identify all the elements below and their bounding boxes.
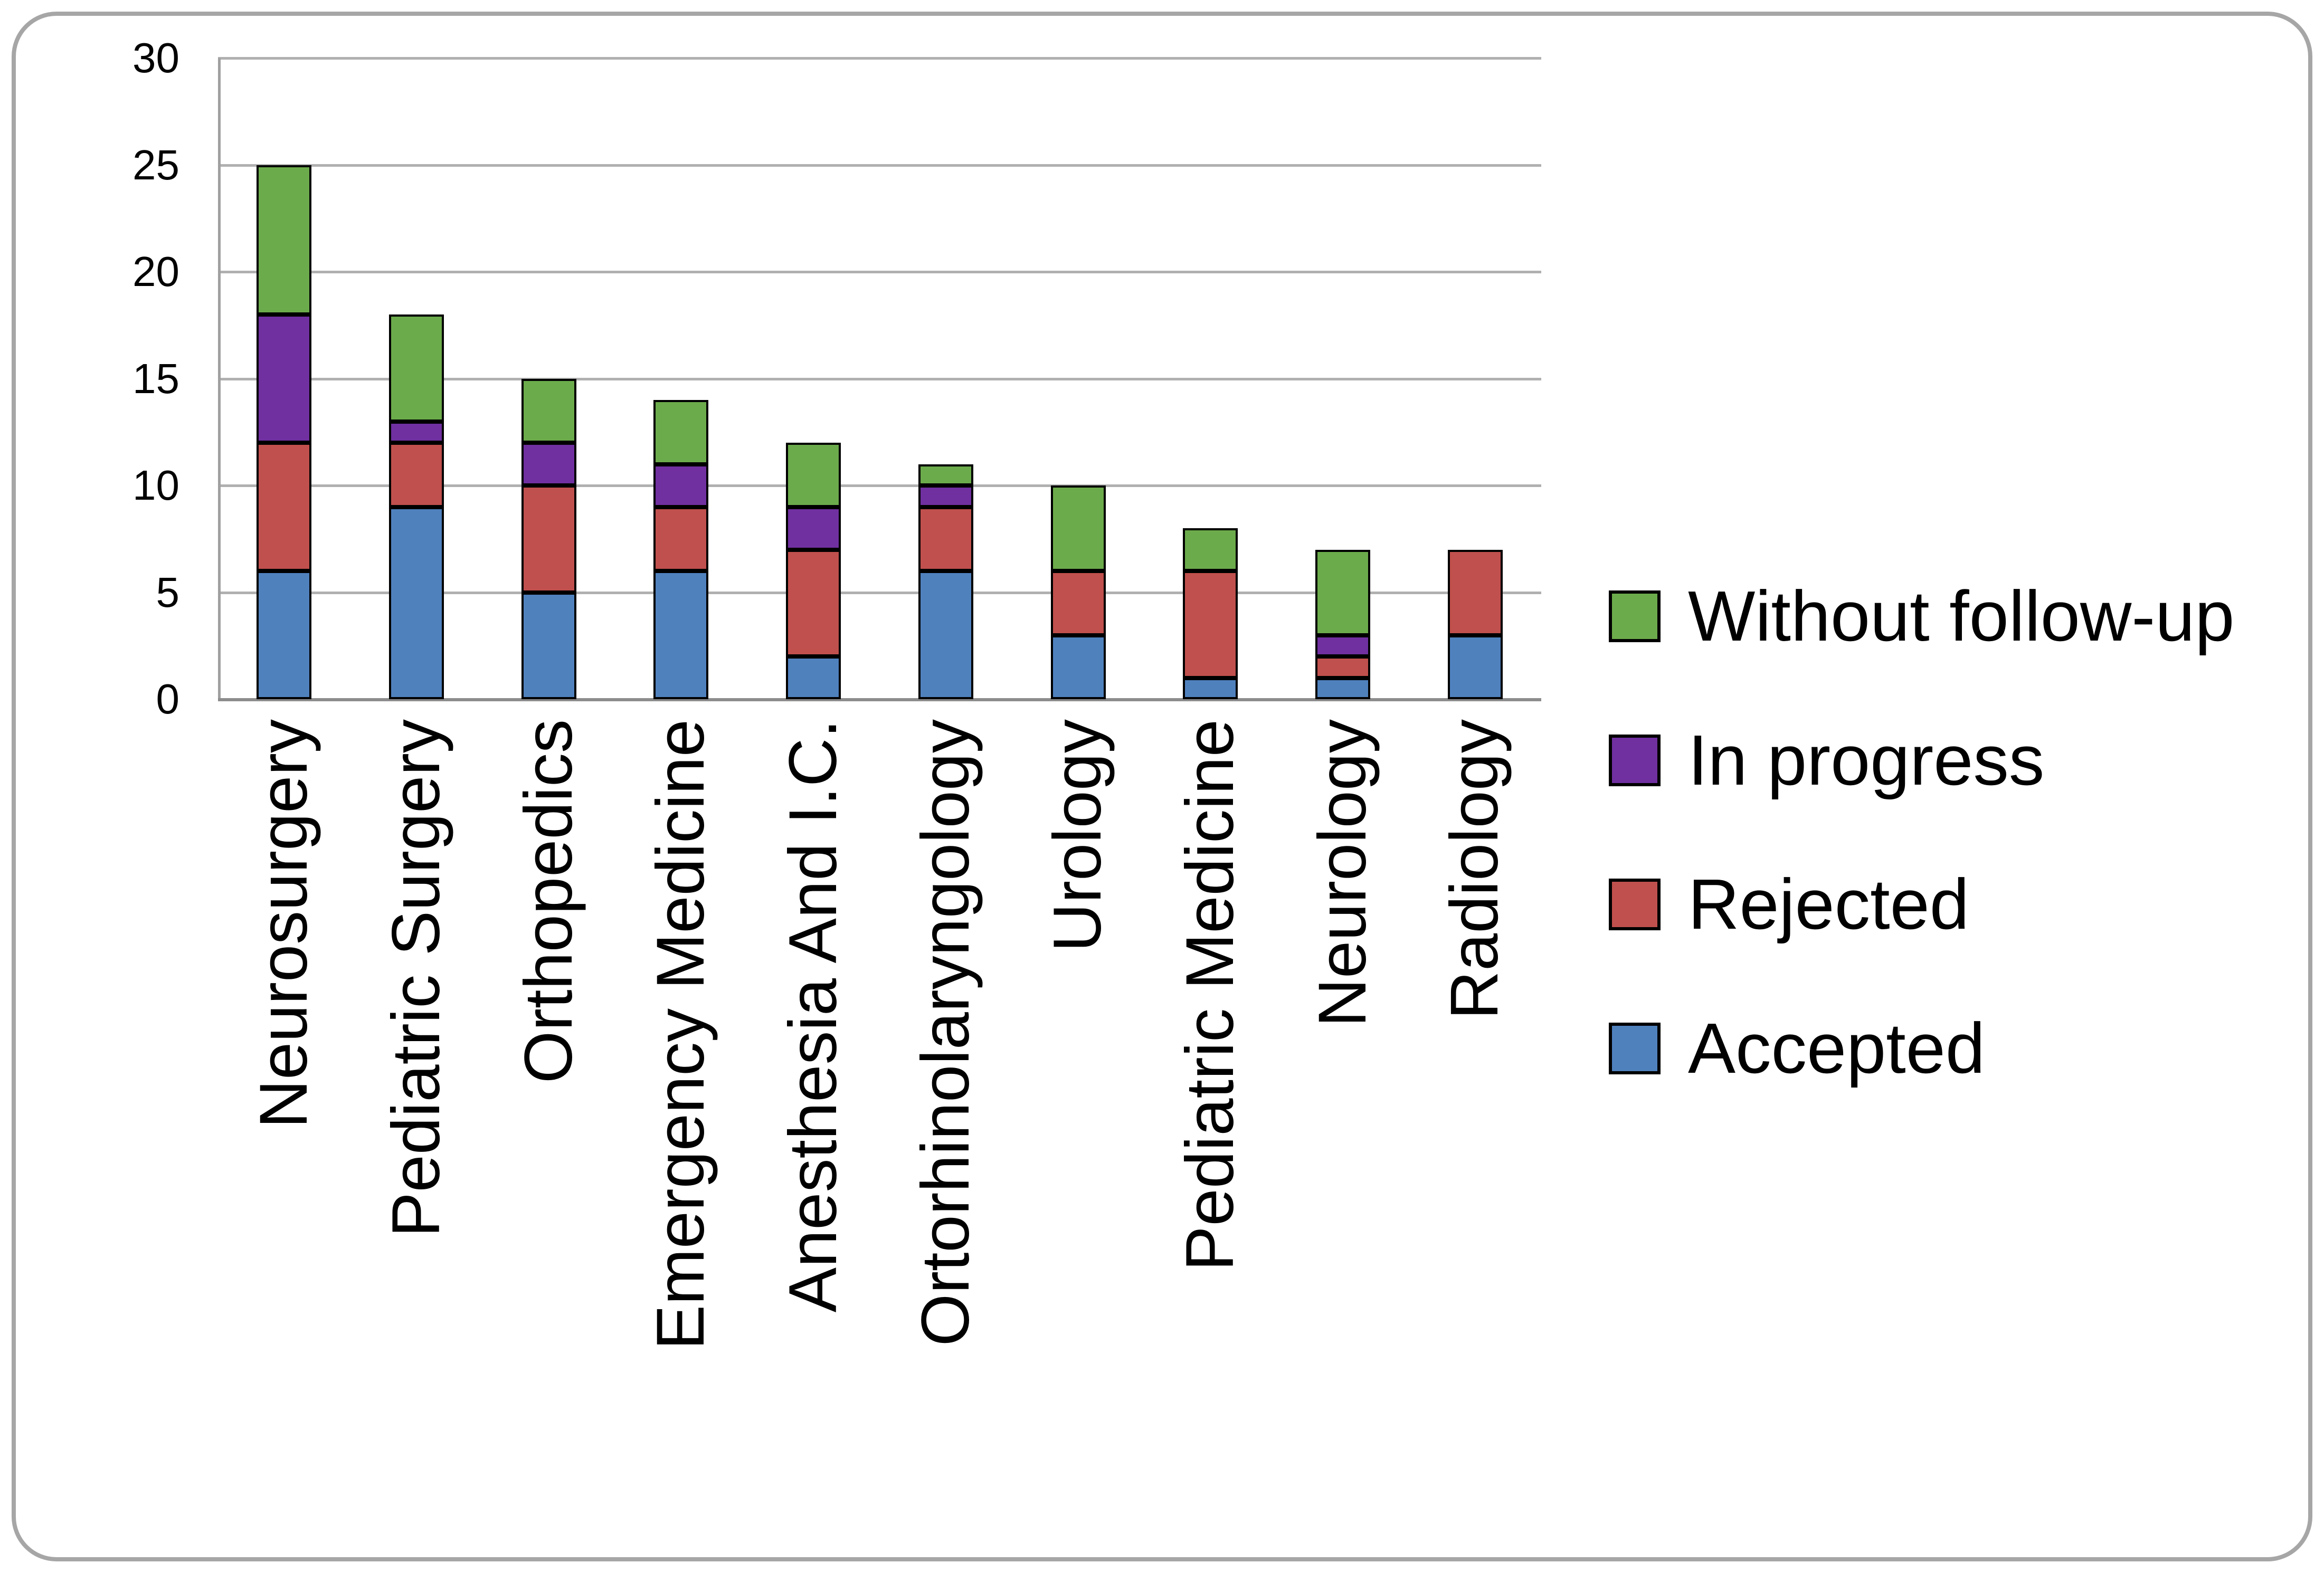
gridline-15 (218, 377, 1541, 380)
x-label-ortorhinolaryngology: Ortorhinolaryngology (907, 719, 983, 1347)
x-label-cell-orthopedics: Orthopedics (482, 719, 615, 1564)
legend-item-in-progress: In progress (1609, 724, 2234, 796)
x-label-pediatric-surgery: Pediatric Surgery (378, 719, 454, 1237)
bar-segment-accepted-radiology (1447, 635, 1503, 699)
legend-label-accepted: Accepted (1688, 1008, 1985, 1088)
bar-segment-without-follow-up-anesthesia-and-i-c (786, 443, 841, 507)
x-label-cell-neurology: Neurology (1277, 719, 1409, 1564)
bar-segment-without-follow-up-neurology (1315, 549, 1370, 635)
x-label-orthopedics: Orthopedics (510, 719, 586, 1084)
bar-segment-rejected-neurology (1315, 656, 1370, 678)
legend-item-without-follow-up: Without follow-up (1609, 580, 2234, 652)
bar-segment-rejected-urology (1050, 571, 1106, 635)
x-label-cell-pediatric-surgery: Pediatric Surgery (350, 719, 483, 1564)
bar-anesthesia-and-i-c (786, 443, 841, 699)
bar-segment-rejected-pediatric-medicine (1183, 571, 1238, 678)
bar-segment-rejected-pediatric-surgery (389, 443, 444, 507)
gridline-25 (218, 164, 1541, 167)
bar-segment-accepted-emergency-medicine (653, 571, 709, 699)
bar-segment-accepted-anesthesia-and-i-c (786, 656, 841, 699)
legend: Without follow-up In progress Rejected Acce… (1609, 580, 2234, 1084)
x-label-cell-neurosurgery: Neurosurgery (218, 719, 350, 1564)
bar-segment-accepted-pediatric-medicine (1183, 678, 1238, 699)
bar-segment-in-progress-neurology (1315, 635, 1370, 656)
bar-emergency-medicine (653, 400, 709, 699)
bar-segment-in-progress-ortorhinolaryngology (918, 485, 973, 507)
y-tick-label-20: 20 (132, 248, 179, 295)
bar-segment-accepted-neurology (1315, 678, 1370, 699)
bar-segment-rejected-neurosurgery (257, 443, 312, 571)
y-axis-line (218, 58, 221, 699)
x-label-neurology: Neurology (1304, 719, 1380, 1027)
bar-segment-without-follow-up-urology (1050, 485, 1106, 571)
bar-segment-without-follow-up-pediatric-surgery (389, 314, 444, 422)
x-label-emergency-medicine: Emergency Medicine (643, 719, 719, 1350)
x-label-cell-urology: Urology (1012, 719, 1144, 1564)
y-tick-label-5: 5 (156, 568, 180, 616)
legend-item-rejected: Rejected (1609, 869, 2234, 940)
x-label-urology: Urology (1040, 719, 1116, 952)
y-tick-label-10: 10 (132, 462, 179, 509)
bar-segment-in-progress-orthopedics (521, 443, 576, 485)
bar-orthopedics (521, 378, 576, 699)
bar-segment-in-progress-neurosurgery (257, 314, 312, 443)
x-label-anesthesia-and-i-c: Anesthesia And I.C. (775, 719, 851, 1313)
legend-swatch-rejected-icon (1609, 878, 1661, 930)
bar-segment-accepted-pediatric-surgery (389, 507, 444, 699)
x-axis-category-labels: Neurosurgery Pediatric Surgery Orthopedics… (218, 719, 1541, 1564)
legend-swatch-accepted-icon (1609, 1022, 1661, 1074)
bar-ortorhinolaryngology (918, 464, 973, 699)
x-label-cell-anesthesia-and-i-c: Anesthesia And I.C. (747, 719, 880, 1564)
legend-label-without-follow-up: Without follow-up (1688, 576, 2235, 656)
y-tick-label-0: 0 (156, 675, 180, 722)
bar-segment-without-follow-up-orthopedics (521, 378, 576, 443)
bar-segment-rejected-ortorhinolaryngology (918, 507, 973, 571)
bar-radiology (1447, 549, 1503, 699)
bar-pediatric-medicine (1183, 528, 1238, 699)
y-tick-label-25: 25 (132, 141, 179, 188)
bar-segment-without-follow-up-pediatric-medicine (1183, 528, 1238, 571)
x-axis-line (218, 698, 1541, 701)
legend-swatch-in-progress-icon (1609, 734, 1661, 786)
legend-item-accepted: Accepted (1609, 1013, 2234, 1084)
gridline-30 (218, 57, 1541, 60)
y-tick-label-30: 30 (132, 34, 179, 81)
bar-segment-accepted-urology (1050, 635, 1106, 699)
bar-segment-in-progress-anesthesia-and-i-c (786, 507, 841, 550)
gridline-5 (218, 591, 1541, 594)
bar-segment-accepted-orthopedics (521, 592, 576, 699)
y-tick-label-15: 15 (132, 355, 179, 402)
bar-segment-accepted-neurosurgery (257, 571, 312, 699)
gridline-20 (218, 271, 1541, 273)
bar-segment-in-progress-emergency-medicine (653, 464, 709, 507)
bar-segment-accepted-ortorhinolaryngology (918, 571, 973, 699)
bar-segment-without-follow-up-emergency-medicine (653, 400, 709, 464)
legend-label-in-progress: In progress (1688, 720, 2045, 800)
x-label-neurosurgery: Neurosurgery (246, 719, 322, 1129)
gridline-10 (218, 484, 1541, 487)
bar-segment-without-follow-up-neurosurgery (257, 165, 312, 314)
x-label-cell-radiology: Radiology (1409, 719, 1541, 1564)
x-label-cell-pediatric-medicine: Pediatric Medicine (1144, 719, 1277, 1564)
chart-frame-border (12, 12, 2312, 1561)
bar-segment-rejected-orthopedics (521, 485, 576, 593)
bar-segment-rejected-anesthesia-and-i-c (786, 549, 841, 656)
bar-urology (1050, 485, 1106, 699)
legend-label-rejected: Rejected (1688, 864, 1969, 944)
bar-neurology (1315, 549, 1370, 699)
bar-segment-without-follow-up-ortorhinolaryngology (918, 464, 973, 485)
bar-segment-in-progress-pediatric-surgery (389, 421, 444, 443)
bar-neurosurgery (257, 165, 312, 699)
x-label-cell-emergency-medicine: Emergency Medicine (615, 719, 747, 1564)
legend-swatch-without-follow-up-icon (1609, 590, 1661, 642)
bar-segment-rejected-radiology (1447, 549, 1503, 635)
bar-pediatric-surgery (389, 314, 444, 699)
x-label-cell-ortorhinolaryngology: Ortorhinolaryngology (880, 719, 1012, 1564)
bar-segment-rejected-emergency-medicine (653, 507, 709, 571)
x-label-pediatric-medicine: Pediatric Medicine (1172, 719, 1248, 1271)
x-label-radiology: Radiology (1437, 719, 1513, 1020)
